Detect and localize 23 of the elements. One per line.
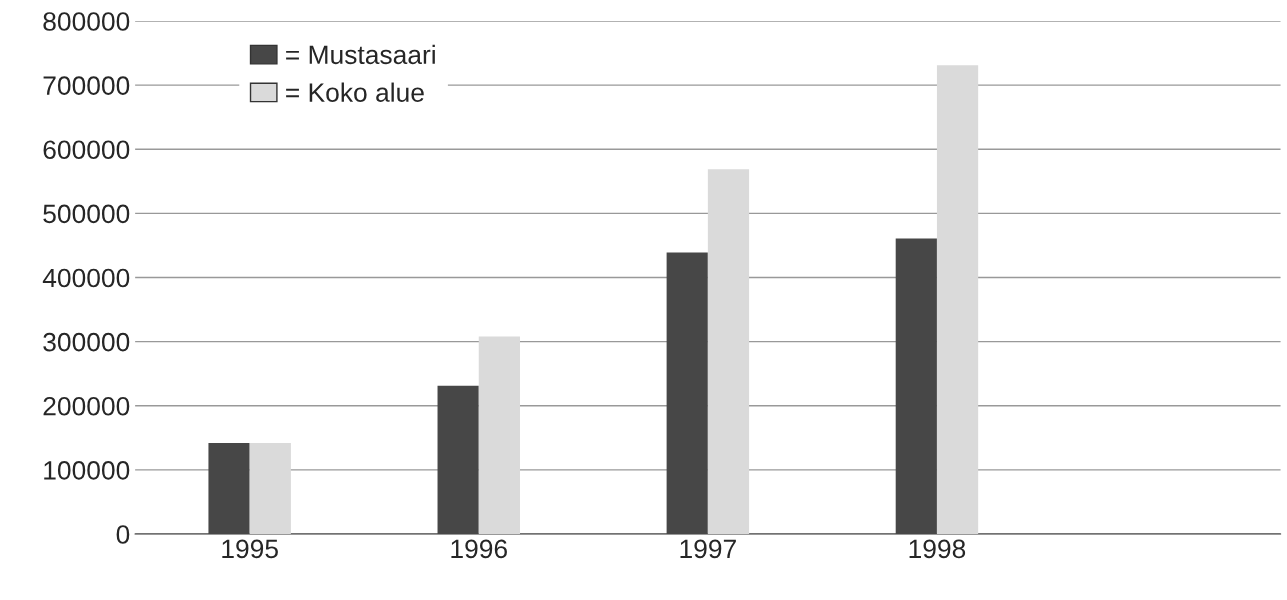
y-tick-label: 100000 [44,461,130,480]
y-tick-label: 0 [116,525,130,544]
legend-label: = Mustasaari [286,44,435,65]
legend-label: = Koko alue [286,82,424,102]
x-tick-label: 1996 [451,539,507,559]
bar [249,442,291,534]
y-tick-label: 200000 [43,396,130,416]
bar [437,385,479,534]
x-tick-label: 1998 [909,539,966,559]
y-tick-label: 700000 [43,76,130,95]
bar [895,238,937,534]
bar [936,65,979,534]
x-tick-label: 1995 [222,539,278,559]
bar [208,442,250,534]
y-tick-label: 800000 [43,12,130,31]
x-tick-label: 1997 [680,539,736,559]
y-tick-label: 500000 [43,204,130,224]
y-tick-label: 400000 [42,268,130,288]
y-tick-label: 600000 [43,140,130,160]
bar [478,336,520,534]
bar [666,252,708,534]
y-tick-label: 300000 [43,332,130,352]
bar [707,169,750,534]
